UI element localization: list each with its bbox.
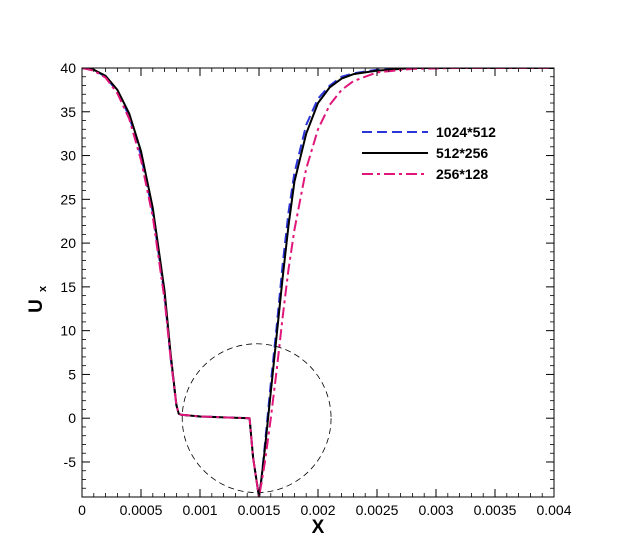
x-tick-label: 0.0015 (238, 502, 281, 518)
x-tick-label: 0.001 (182, 502, 217, 518)
y-tick-label: 10 (60, 323, 76, 339)
legend-label: 256*128 (436, 166, 488, 182)
y-axis-label-sub: x (37, 285, 49, 292)
legend-entry: 512*256 (362, 145, 488, 161)
y-tick-label: 15 (60, 279, 76, 295)
legend-entry: 1024*512 (362, 124, 496, 140)
x-tick-label: 0.0005 (120, 502, 163, 518)
x-tick-label: 0.003 (418, 502, 453, 518)
x-axis-label: X (312, 517, 325, 538)
y-tick-label: 20 (60, 235, 76, 251)
legend: 1024*512 512*256 256*128 (362, 124, 496, 182)
x-tick-label: 0.004 (536, 502, 571, 518)
y-tick-label: 35 (60, 104, 76, 120)
y-axis-label: U x (26, 285, 49, 313)
annotation-circle (181, 343, 332, 494)
legend-label: 1024*512 (436, 124, 496, 140)
series-line-256-128 (82, 68, 554, 497)
y-tick-label: -5 (64, 454, 77, 470)
y-tick-label: 0 (68, 410, 76, 426)
x-tick-label: 0.002 (300, 502, 335, 518)
y-axis-label-main: U (26, 299, 47, 313)
plot-area (82, 68, 554, 497)
legend-label: 512*256 (436, 145, 488, 161)
x-tick-label: 0.0035 (474, 502, 517, 518)
x-tick-label: 0 (78, 502, 86, 518)
axes: 0 0.0005 0.001 0.0015 0.002 0.0025 0.003 0.0035… (60, 60, 571, 518)
y-tick-label: 30 (60, 148, 76, 164)
x-tick-label: 0.0025 (356, 502, 399, 518)
y-tick-label: 25 (60, 191, 76, 207)
legend-entry: 256*128 (362, 166, 488, 182)
y-tick-label: 40 (60, 60, 76, 76)
y-tick-label: 5 (68, 366, 76, 382)
